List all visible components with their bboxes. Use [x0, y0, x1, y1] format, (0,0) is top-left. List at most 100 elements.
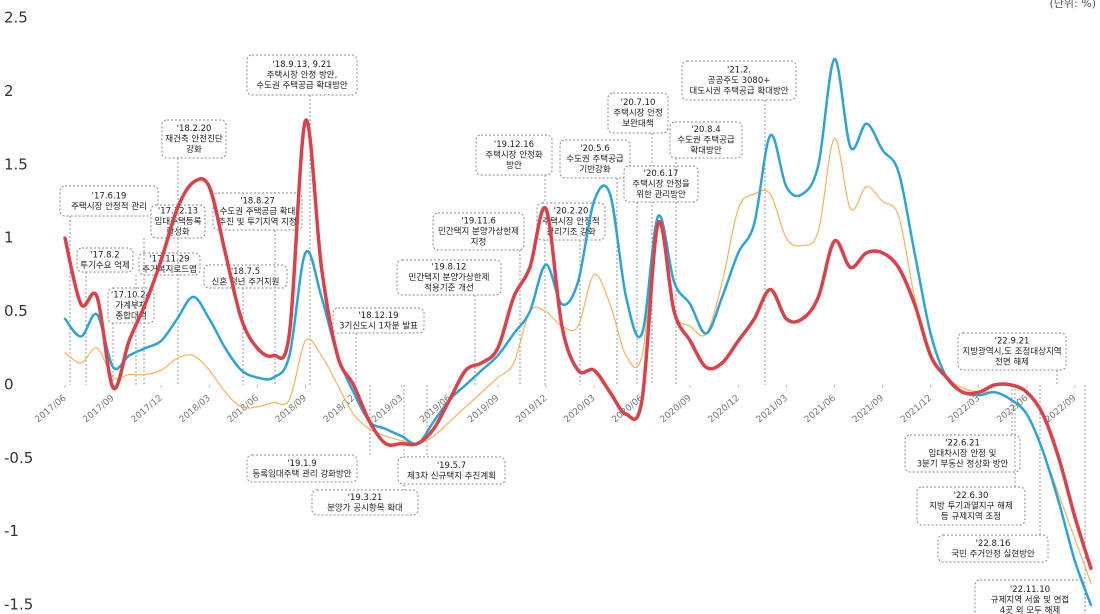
y-tick-label: 2: [4, 82, 14, 100]
x-tick-label: 2021/03: [755, 393, 790, 425]
annotation-text: 주택시장 안정적 관리: [71, 201, 147, 212]
annotation-text: 임대주택등록: [155, 216, 202, 227]
x-tick-label: 2018/09: [274, 393, 309, 425]
x-tick-label: 2021/06: [803, 393, 838, 425]
annotation-box: [559, 139, 631, 179]
annotation-text: 방안: [506, 160, 522, 171]
annotation-text: 민간택지 분양가상한제: [438, 226, 519, 237]
annotation-text: 4곳 외 모두 해제: [1000, 605, 1060, 614]
annotation-text: 재건축 안전진단: [165, 134, 223, 145]
annotation-text: '19.5.7: [437, 461, 466, 471]
x-tick-label: 2017/06: [33, 393, 68, 425]
annotation-text: 3분기 부동산 정상화 방안: [917, 459, 1009, 470]
series-line: [63, 57, 1093, 607]
annotation-box: [623, 165, 699, 203]
annotation-text: 민간택지 분양가상한제: [409, 272, 490, 283]
annotation-text: '20.7.10: [621, 98, 656, 108]
annotation-text: 주택시장 안정을: [632, 179, 690, 190]
annotation-box: [396, 259, 502, 296]
annotation-text: 대도시권 주택공급 확대방안: [689, 86, 788, 97]
annotation-box: [475, 134, 553, 176]
annotation-text: '22.9.21: [995, 337, 1030, 347]
x-tick-label: 2018/03: [178, 393, 213, 425]
y-tick-label: 0: [4, 375, 14, 393]
annotation-text: 주택시장 안정: [613, 108, 663, 119]
annotation-box: [669, 121, 743, 159]
annotation-text: 가계부채: [115, 300, 146, 311]
annotation-box: [246, 54, 358, 96]
annotation-text: 지정: [471, 237, 487, 248]
annotation-text: 신혼 청년 주거지원: [212, 276, 280, 287]
annotation-text: 규제지역 서울 및 연접: [991, 595, 1070, 606]
annotation-text: 수도권 주택공급: [677, 135, 735, 146]
annotation-box: [397, 456, 506, 485]
annotation-text: 관리기조 강화: [546, 227, 596, 238]
annotation-box: [138, 252, 201, 276]
annotation-text: 등 규제지역 조정: [941, 511, 1001, 522]
annotation-text: 추진 및 투기지역 지정: [218, 217, 297, 228]
annotation-box: [203, 264, 288, 289]
annotation-text: '19.1.9: [287, 459, 316, 469]
annotation-box: [904, 434, 1021, 473]
y-tick-label: -0.5: [4, 449, 33, 467]
y-tick-label: 0.5: [4, 302, 28, 320]
annotation-text: 분양가 공시항목 확대: [327, 502, 403, 513]
annotation-text: '17.6.19: [92, 191, 127, 201]
x-tick-label: 2017/09: [82, 393, 117, 425]
annotation-text: '18.2.20: [177, 124, 212, 134]
x-tick-label: 2022/06: [995, 393, 1030, 425]
x-tick-label: 2019/03: [370, 393, 405, 425]
x-tick-label: 2020/12: [707, 393, 742, 425]
annotation-text: '20.5.6: [580, 144, 609, 154]
annotation-box: [311, 489, 419, 516]
annotation-text: '22.8.16: [976, 539, 1011, 549]
annotation-text: 종합대책: [115, 311, 146, 322]
annotation-text: '20.2.20: [554, 207, 589, 217]
annotation-box: [957, 332, 1067, 371]
annotation-text: 적용기준 개선: [424, 283, 474, 294]
annotation-text: 확대방안: [690, 145, 721, 156]
annotation-text: '18.8.27: [240, 197, 275, 207]
y-tick-label: -1: [4, 522, 19, 540]
x-tick-label: 2022/03: [947, 393, 982, 425]
annotation-box: [916, 486, 1026, 526]
annotation-text: 지방 투기과열지구 해제: [929, 501, 1013, 512]
annotation-box: [607, 92, 669, 134]
annotation-box: [681, 60, 797, 101]
y-tick-label: -1.5: [4, 596, 33, 614]
annotation-text: '19.11.6: [461, 217, 496, 227]
y-tick-label: 1: [4, 229, 14, 247]
annotation-box: [59, 185, 159, 217]
annotation-text: '22.6.30: [954, 491, 989, 501]
x-tick-label: 2017/12: [130, 393, 165, 425]
annotation-text: 강화: [186, 144, 202, 155]
annotation-box: [332, 307, 425, 334]
annotation-text: 등록임대주택 관리 강화방안: [252, 468, 351, 479]
x-tick-label: 2021/09: [851, 393, 886, 425]
x-tick-label: 2018/12: [322, 393, 357, 425]
annotation-text: 주택시장 안정화: [485, 150, 543, 161]
annotation-text: 주택시장 안정적: [542, 216, 599, 227]
annotation-text: '19.3.21: [348, 493, 383, 503]
annotation-box: [246, 454, 358, 483]
annotation-text: 주거복지로드맵: [142, 264, 197, 275]
annotation-text: '18.7.5: [231, 267, 260, 277]
series-line: [63, 118, 1093, 571]
annotation-text: '19.8.12: [432, 263, 467, 273]
annotation-box: [937, 534, 1049, 563]
annotation-text: 임대차시장 안정 및: [929, 448, 997, 459]
annotation-text: '21.2.: [727, 66, 751, 76]
annotation-text: 전면 해제: [995, 357, 1029, 368]
annotation-text: 국민 주거안정 실현방안: [951, 548, 1035, 559]
x-tick-label: 2019/12: [514, 393, 549, 425]
annotation-box: [76, 247, 134, 273]
y-tick-label: 1.5: [4, 155, 28, 173]
x-tick-label: 2019/09: [466, 393, 501, 425]
annotation-text: 수도권 주택공급 확대: [220, 206, 296, 217]
annotation-text: '22.11.10: [1010, 585, 1050, 595]
annotation-text: 위한 관리방안: [636, 189, 686, 200]
x-tick-label: 2020/03: [562, 393, 597, 425]
series-line: [64, 137, 1092, 584]
annotation-text: 제3차 신규택지 추진계획: [407, 470, 496, 481]
